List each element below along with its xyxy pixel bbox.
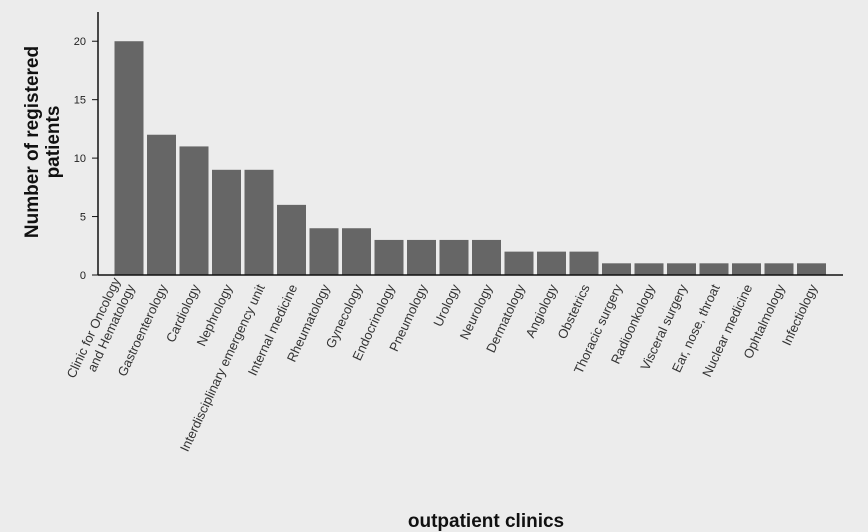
x-category-label: Urology [430, 281, 463, 328]
bar [602, 263, 631, 275]
bar [569, 251, 599, 275]
bar [699, 263, 729, 275]
bar [342, 228, 371, 275]
bar [179, 146, 209, 275]
bar [244, 169, 274, 275]
y-axis-title-line: Number of registered [22, 46, 43, 238]
y-tick-label: 10 [74, 153, 86, 165]
bar [537, 251, 566, 275]
bar [212, 169, 241, 275]
bar [147, 134, 176, 275]
bar [277, 204, 306, 275]
y-axis-ticks: 0 5 10 15 20 [74, 36, 98, 282]
bar [732, 263, 761, 275]
y-tick-label: 0 [80, 270, 86, 282]
y-tick-label: 20 [74, 36, 86, 48]
bar [407, 239, 436, 275]
y-tick-label: 15 [74, 95, 86, 107]
bar [667, 263, 696, 275]
y-tick-label: 5 [80, 212, 86, 224]
x-axis-title: outpatient clinics [408, 511, 564, 532]
y-axis-title-line: patients [43, 106, 64, 179]
bar [764, 263, 794, 275]
bars [114, 41, 826, 275]
bar [797, 263, 826, 275]
bar [439, 239, 469, 275]
x-category-label: Angiology [522, 281, 560, 340]
bar [634, 263, 664, 275]
y-axis-title-text: Number of registeredpatients [22, 46, 64, 238]
y-axis-title: Number of registeredpatients [22, 46, 64, 238]
bar [504, 251, 534, 275]
bar [309, 228, 339, 275]
x-axis-category-labels: Clinic for Oncologyand HematologyGastroe… [64, 275, 821, 454]
bar [374, 239, 404, 275]
bar [114, 41, 144, 275]
bar [472, 239, 501, 275]
